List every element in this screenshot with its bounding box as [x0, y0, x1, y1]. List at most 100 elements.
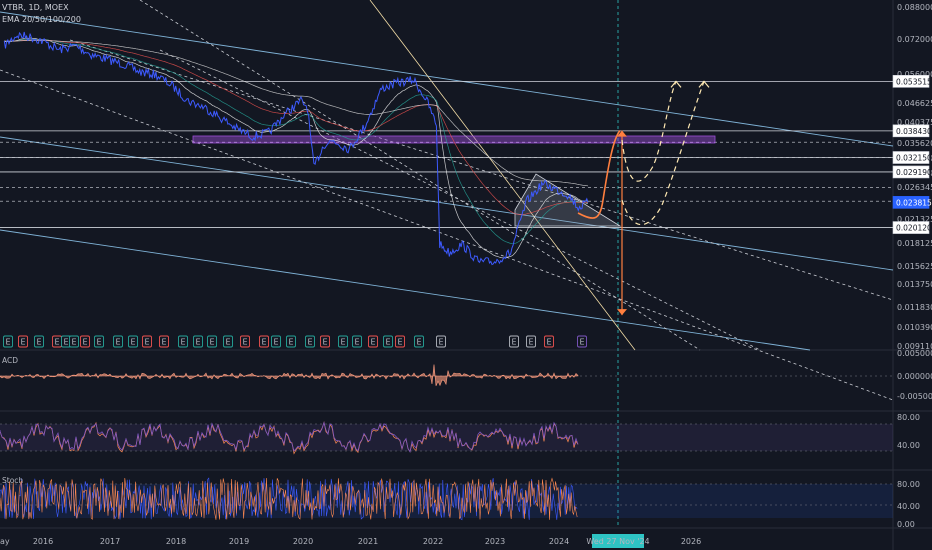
- earnings-marker[interactable]: E: [61, 335, 71, 348]
- earnings-marker-label: E: [161, 338, 166, 347]
- price-level-text: 0.032150: [896, 154, 932, 163]
- earnings-marker[interactable]: E: [286, 335, 296, 348]
- earnings-marker[interactable]: E: [34, 335, 44, 348]
- cursor-date-box: [592, 534, 644, 548]
- cursor-date-text: Wed 27 Nov '24: [586, 537, 649, 546]
- earnings-marker-box: [69, 335, 79, 348]
- time-tick-label: 2022: [423, 537, 443, 546]
- earnings-marker-label: E: [307, 338, 312, 347]
- earnings-marker-box: [34, 335, 44, 348]
- earnings-marker[interactable]: E: [338, 335, 348, 348]
- ema-200: [4, 40, 589, 187]
- earnings-marker-label: E: [195, 338, 200, 347]
- earnings-marker-box: [178, 335, 188, 348]
- ema-100: [4, 39, 588, 215]
- earnings-marker-label: E: [20, 338, 25, 347]
- ema-legend[interactable]: EMA 20/50/100/200: [2, 15, 81, 24]
- earnings-marker[interactable]: E: [577, 335, 587, 348]
- earnings-marker[interactable]: E: [80, 335, 90, 348]
- earnings-marker[interactable]: E: [414, 335, 424, 348]
- earnings-marker[interactable]: E: [18, 335, 28, 348]
- earnings-marker-label: E: [242, 338, 247, 347]
- ema-50: [4, 38, 588, 245]
- earnings-marker-box: [305, 335, 315, 348]
- earnings-marker[interactable]: E: [94, 335, 104, 348]
- earnings-marker[interactable]: E: [142, 335, 152, 348]
- macd-label[interactable]: ACD: [2, 356, 19, 365]
- earnings-marker-label: E: [511, 338, 516, 347]
- price-tick-label: 0.072000: [897, 35, 932, 44]
- earnings-marker-box: [368, 335, 378, 348]
- earnings-marker[interactable]: E: [178, 335, 188, 348]
- time-tick-label: ay: [0, 537, 10, 546]
- time-tick-label: 2016: [33, 537, 53, 546]
- earnings-marker-label: E: [5, 338, 10, 347]
- symbol-title[interactable]: VTBR, 1D, MOEX: [2, 3, 69, 12]
- earnings-marker-label: E: [273, 338, 278, 347]
- earnings-marker[interactable]: E: [526, 335, 536, 348]
- earnings-marker-label: E: [115, 338, 120, 347]
- earnings-marker[interactable]: E: [436, 335, 446, 348]
- earnings-marker[interactable]: E: [259, 335, 269, 348]
- earnings-marker[interactable]: E: [320, 335, 330, 348]
- price-level-box: [892, 151, 930, 164]
- rsi-line: [0, 421, 579, 453]
- time-axis[interactable]: ay 2016 2017 2018 2019 2020 2021 2022 2023 2024 20…: [0, 534, 701, 548]
- price-axis[interactable]: 0.088000 0.072000 0.056000 0.046625 0.040375…: [892, 3, 932, 529]
- price-level-text: 0.020120: [896, 224, 932, 233]
- earnings-marker[interactable]: E: [271, 335, 281, 348]
- price-line: [3, 31, 589, 266]
- earnings-marker[interactable]: E: [544, 335, 554, 348]
- earnings-marker-box: [159, 335, 169, 348]
- earnings-marker[interactable]: E: [305, 335, 315, 348]
- dashed-channel-3: [69, 39, 894, 301]
- earnings-marker[interactable]: E: [395, 335, 405, 348]
- earnings-marker[interactable]: E: [159, 335, 169, 348]
- indicator-panes: [0, 364, 893, 521]
- earnings-marker-label: E: [370, 338, 375, 347]
- macd-tick-label: -0.005000: [897, 392, 932, 401]
- price-tick-label: 0.009110: [897, 342, 932, 351]
- stoch-label[interactable]: Stoch: [2, 476, 24, 485]
- earnings-marker[interactable]: E: [193, 335, 203, 348]
- earnings-marker-label: E: [71, 338, 76, 347]
- stoch-tick-label: 0.00: [897, 520, 915, 529]
- earnings-marker-box: [94, 335, 104, 348]
- earnings-marker[interactable]: E: [368, 335, 378, 348]
- cursor-date-badge: Wed 27 Nov '24: [586, 534, 650, 548]
- earnings-marker-box: [223, 335, 233, 348]
- earnings-marker-box: [3, 335, 13, 348]
- earnings-marker[interactable]: E: [240, 335, 250, 348]
- earnings-marker[interactable]: E: [383, 335, 393, 348]
- time-tick-label: 2017: [100, 537, 120, 546]
- earnings-marker[interactable]: E: [69, 335, 79, 348]
- earnings-marker[interactable]: E: [113, 335, 123, 348]
- earnings-marker[interactable]: E: [223, 335, 233, 348]
- earnings-marker[interactable]: E: [207, 335, 217, 348]
- earnings-marker-label: E: [82, 338, 87, 347]
- earnings-marker[interactable]: E: [128, 335, 138, 348]
- alt-arrow-head: [670, 80, 682, 88]
- time-tick-label: 2026: [681, 537, 701, 546]
- stoch-tick-label: 40.00: [897, 502, 920, 511]
- earnings-marker[interactable]: E: [509, 335, 519, 348]
- earnings-marker[interactable]: E: [352, 335, 362, 348]
- earnings-marker-box: [18, 335, 28, 348]
- earnings-marker-box: [352, 335, 362, 348]
- price-tick-label: 0.035620: [897, 139, 932, 148]
- earnings-marker[interactable]: E: [3, 335, 13, 348]
- earnings-marker-label: E: [579, 338, 584, 347]
- earnings-marker-box: [383, 335, 393, 348]
- price-tick-label: 0.013750: [897, 280, 932, 289]
- earnings-marker-label: E: [438, 338, 443, 347]
- price-level-text: 0.038430: [896, 127, 932, 136]
- mid-channel-line: [0, 136, 894, 271]
- earnings-marker-label: E: [144, 338, 149, 347]
- earnings-marker[interactable]: E: [52, 335, 62, 348]
- earnings-marker-box: [80, 335, 90, 348]
- price-tick-label: 0.040375: [897, 118, 932, 127]
- earnings-marker-box: [338, 335, 348, 348]
